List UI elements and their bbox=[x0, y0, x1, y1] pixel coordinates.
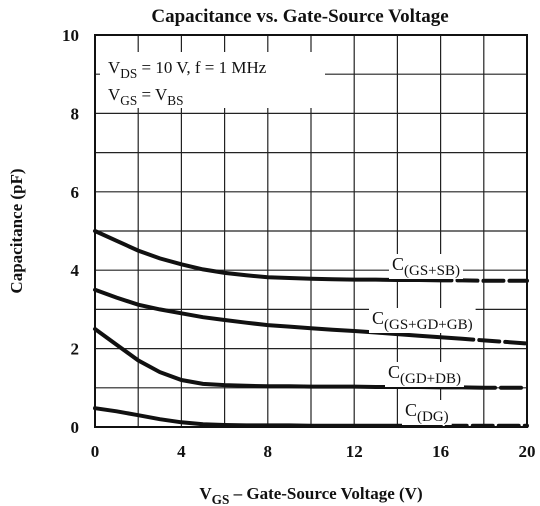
text-part: = V bbox=[137, 85, 168, 104]
curve bbox=[93, 327, 529, 390]
annotation-box bbox=[100, 52, 325, 108]
text-part: V bbox=[199, 484, 212, 503]
y-tick-label: 8 bbox=[71, 104, 80, 123]
curve bbox=[93, 287, 529, 346]
chart-title: Capacitance vs. Gate-Source Voltage bbox=[151, 6, 448, 27]
y-tick-label: 4 bbox=[71, 261, 80, 280]
label-background bbox=[402, 400, 452, 425]
x-tick-label: 8 bbox=[264, 442, 273, 461]
y-tick-label: 10 bbox=[62, 26, 79, 45]
x-tick-label: 0 bbox=[91, 442, 100, 461]
y-tick-label: 6 bbox=[71, 183, 80, 202]
annotation: VGS = VBS bbox=[108, 85, 184, 108]
text-part: GS bbox=[120, 93, 137, 108]
curve bbox=[93, 406, 529, 428]
y-axis-label: Capacitance (pF) bbox=[7, 168, 26, 293]
x-axis-label: VGS – Gate-Source Voltage (V) bbox=[199, 484, 422, 506]
x-tick-label: 4 bbox=[177, 442, 186, 461]
text-part: – Gate-Source Voltage (V) bbox=[229, 484, 422, 503]
text-part: GS bbox=[212, 492, 230, 506]
annotation: VDS = 10 V, f = 1 MHz bbox=[108, 58, 267, 81]
x-tick-label: 20 bbox=[519, 442, 536, 461]
y-tick-label: 2 bbox=[71, 340, 80, 359]
series-label: C(GS+GD+GB) bbox=[372, 308, 473, 333]
label-background bbox=[385, 362, 464, 387]
label-background bbox=[369, 308, 476, 333]
text-part: = 10 V, f = 1 MHz bbox=[137, 58, 267, 77]
series-label: C(DG) bbox=[405, 400, 449, 425]
y-tick-label: 0 bbox=[71, 418, 80, 437]
x-tick-label: 16 bbox=[432, 442, 449, 461]
series-label: C(GD+DB) bbox=[388, 362, 461, 387]
text-part: V bbox=[108, 58, 121, 77]
text-part: DS bbox=[120, 66, 137, 81]
series-label: C(GS+SB) bbox=[392, 254, 460, 279]
text-part: BS bbox=[167, 93, 183, 108]
text-part: V bbox=[108, 85, 121, 104]
label-background bbox=[389, 254, 463, 279]
x-tick-label: 12 bbox=[346, 442, 363, 461]
curve bbox=[93, 229, 529, 283]
